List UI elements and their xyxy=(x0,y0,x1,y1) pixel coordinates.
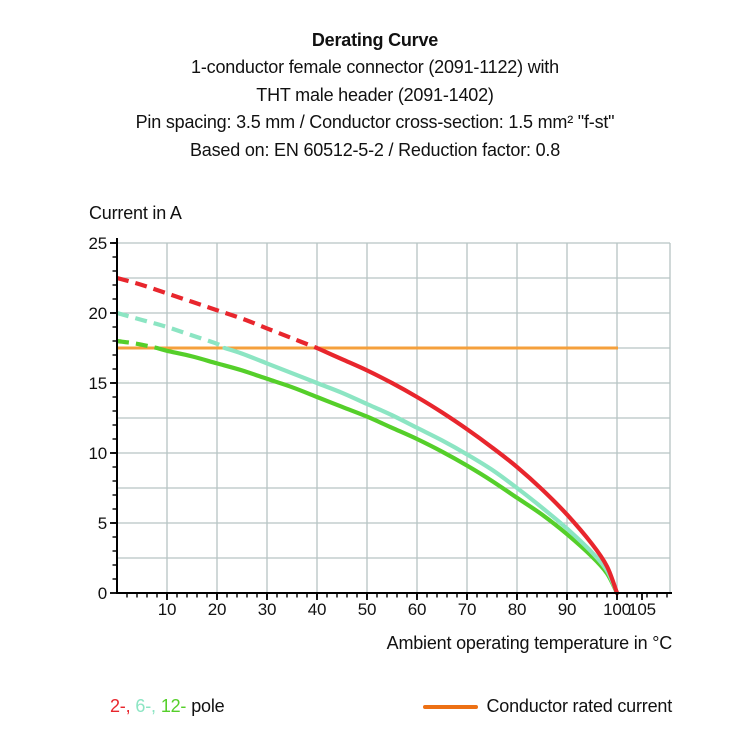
x-tick-label: 90 xyxy=(558,600,577,619)
x-tick-label: 30 xyxy=(258,600,277,619)
legend: 2-, 6-, 12- pole Conductor rated current xyxy=(110,696,672,717)
chart-header: Derating Curve 1-conductor female connec… xyxy=(0,27,750,164)
y-tick-label: 15 xyxy=(88,374,107,393)
y-tick-label: 10 xyxy=(88,444,107,463)
x-tick-label: 40 xyxy=(308,600,327,619)
x-tick-label: 50 xyxy=(358,600,377,619)
chart-subtitle-line-3: Pin spacing: 3.5 mm / Conductor cross-se… xyxy=(135,112,615,133)
chart-title: Derating Curve xyxy=(311,30,439,50)
legend-item-6-pole: 6-, xyxy=(135,696,156,716)
y-tick-label: 25 xyxy=(88,234,107,253)
y-tick-label: 0 xyxy=(98,584,107,603)
x-tick-label: 60 xyxy=(408,600,427,619)
legend-item-2-pole: 2-, xyxy=(110,696,131,716)
rated-current-line-swatch xyxy=(422,704,478,709)
curve-2-pole-solid xyxy=(314,345,620,596)
x-tick-label: 20 xyxy=(208,600,227,619)
legend-pole-group: 2-, 6-, 12- pole xyxy=(110,696,225,717)
legend-rated-label: Conductor rated current xyxy=(486,696,673,716)
x-tick-label: 100 xyxy=(603,600,631,619)
curve-12-pole-solid xyxy=(154,345,620,596)
x-tick-label: 10 xyxy=(158,600,177,619)
chart-subtitle-line-4: Based on: EN 60512-5-2 / Reduction facto… xyxy=(189,139,561,160)
curve-12-pole-dashed xyxy=(116,338,158,351)
x-tick-label: 70 xyxy=(458,600,477,619)
curve-6-pole-solid xyxy=(222,345,620,596)
legend-item-12-pole: 12- xyxy=(160,696,187,716)
x-axis-title: Ambient operating temperature in °C xyxy=(386,633,673,653)
legend-pole-suffix: pole xyxy=(191,696,225,716)
curve-6-pole-dashed xyxy=(116,310,226,350)
chart-subtitle-line-2: THT male header (2091-1402) xyxy=(256,84,494,105)
x-tick-label: 80 xyxy=(508,600,527,619)
y-tick-label: 20 xyxy=(88,304,107,323)
y-tick-label: 5 xyxy=(98,514,107,533)
legend-rated-group: Conductor rated current xyxy=(422,696,673,717)
curve-2-pole-dashed xyxy=(116,275,318,350)
y-axis-title: Current in A xyxy=(89,203,182,223)
x-tick-label: 105 xyxy=(628,600,656,619)
chart-subtitle-line-1: 1-conductor female connector (2091-1122)… xyxy=(191,57,559,78)
